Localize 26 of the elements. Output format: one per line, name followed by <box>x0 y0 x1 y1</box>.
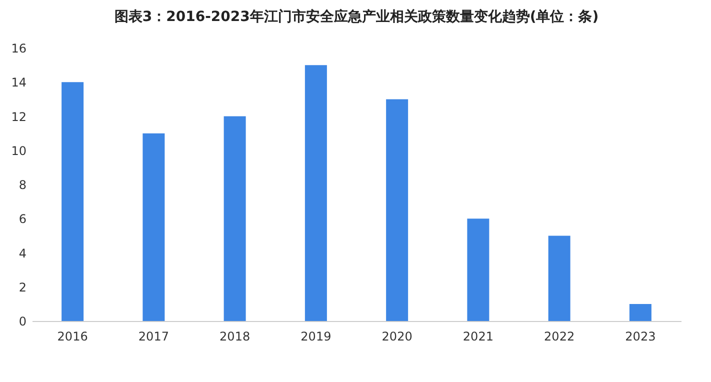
y-tick-label: 2 <box>18 280 26 294</box>
bar <box>142 133 165 321</box>
y-tick-label: 6 <box>18 212 26 226</box>
y-tick-label: 12 <box>11 110 26 124</box>
y-tick-label: 16 <box>11 42 26 56</box>
bar <box>548 236 570 321</box>
y-tick-label: 4 <box>18 246 26 260</box>
bar <box>304 65 327 321</box>
x-tick-label: 2016 <box>57 330 88 344</box>
bar <box>62 82 84 321</box>
x-tick-label: 2017 <box>138 330 169 344</box>
x-tick-label: 2022 <box>544 330 575 344</box>
x-tick-label: 2019 <box>300 330 332 344</box>
y-tick-label: 0 <box>18 314 26 328</box>
x-tick-label: 2021 <box>462 330 494 344</box>
y-tick-label: 14 <box>11 76 26 90</box>
bar <box>224 116 246 321</box>
x-tick-label: 2018 <box>220 330 250 344</box>
y-tick-label: 8 <box>18 178 26 192</box>
chart-title: 图表3：2016-2023年江门市安全应急产业相关政策数量变化趋势(单位：条) <box>114 8 599 25</box>
bar <box>467 218 490 321</box>
x-tick-label: 2023 <box>625 330 656 344</box>
bar <box>386 99 408 321</box>
x-tick-label: 2020 <box>382 330 412 344</box>
y-tick-label: 10 <box>11 144 26 158</box>
bar <box>629 304 652 321</box>
